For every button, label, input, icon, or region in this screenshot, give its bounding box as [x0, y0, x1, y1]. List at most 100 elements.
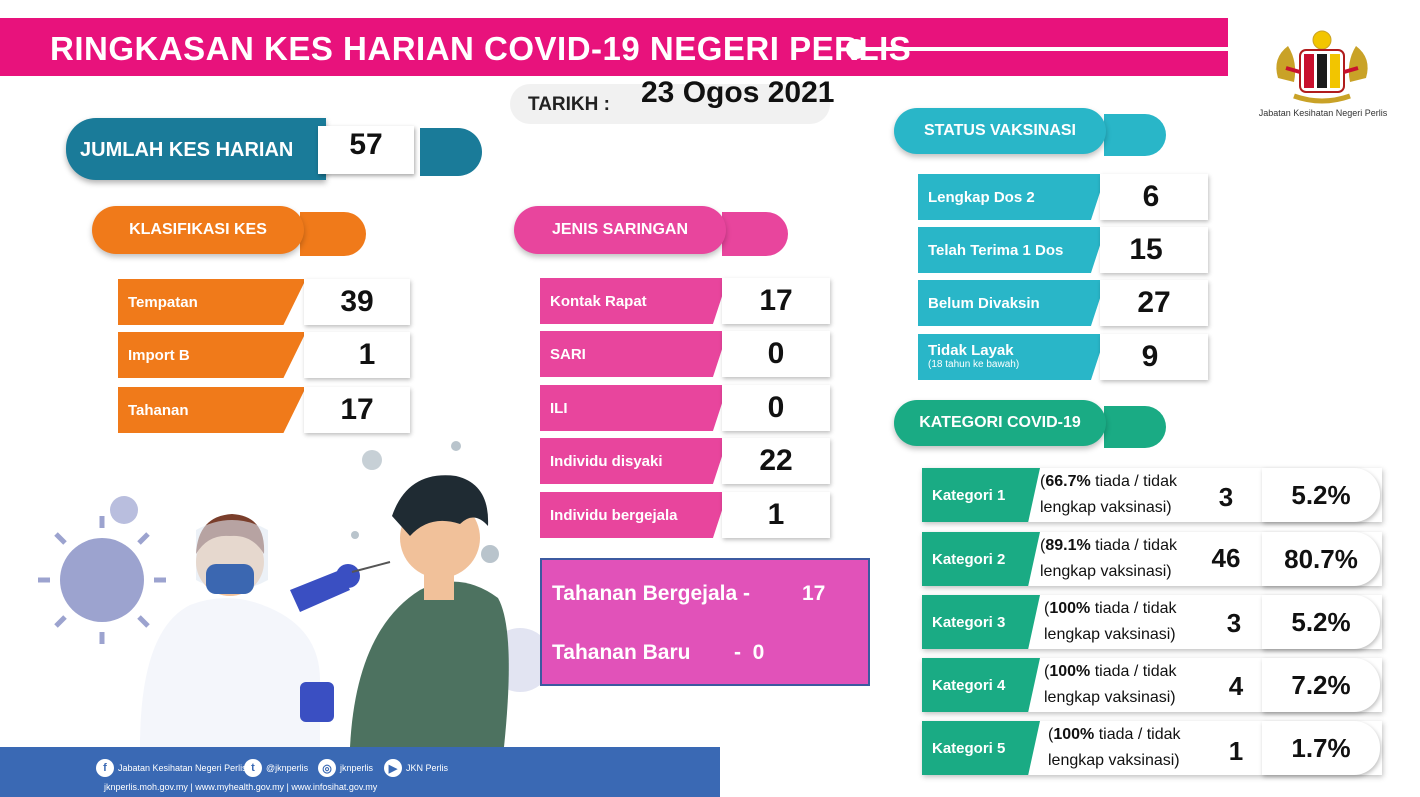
saringan-value-bergejala: 1	[722, 492, 830, 538]
footer-facebook-label: Jabatan Kesihatan Negeri Perlis	[118, 763, 247, 773]
tahanan-bergejala-value: 17	[802, 582, 826, 605]
footer-instagram[interactable]: ◎ jknperlis	[318, 759, 373, 777]
virus-icon	[351, 531, 359, 539]
footer-twitter[interactable]: t @jknperlis	[244, 759, 308, 777]
jumlah-value-box	[318, 126, 414, 174]
kategori-note-b-2: lengkap vaksinasi)	[1040, 563, 1172, 580]
kategori-note-5: (100% tiada / tidak lengkap vaksinasi)	[1048, 726, 1181, 769]
footer-facebook[interactable]: f Jabatan Kesihatan Negeri Perlis	[96, 759, 247, 777]
footer-youtube-label: JKN Perlis	[406, 763, 449, 773]
kategori-note-a-1: tiada / tidak	[1090, 473, 1177, 490]
status-label-1-dos: Telah Terima 1 Dos	[918, 227, 1106, 273]
kategori-tab-end	[1104, 406, 1166, 448]
kategori-label-5: Kategori 5	[922, 721, 1040, 775]
kategori-count-4: 4	[1228, 671, 1244, 701]
kategori-note-pct-4: 100%	[1049, 663, 1091, 680]
kategori-percent-4: 7.2%	[1262, 658, 1380, 712]
virus-icon	[38, 516, 166, 644]
footer-youtube[interactable]: ▶ JKN Perlis	[384, 759, 448, 777]
status-value-lengkap: 6	[1100, 174, 1208, 220]
kategori-note-a-3: tiada / tidak	[1090, 600, 1177, 617]
kategori-note-pct-3: 100%	[1049, 600, 1091, 617]
kategori-label-1: Kategori 1	[922, 468, 1040, 522]
saringan-tab-end	[722, 212, 788, 256]
state-crest-icon	[1276, 30, 1368, 104]
kategori-percent-5: 1.7%	[1262, 721, 1380, 775]
tahanan-baru-value: - 0	[734, 641, 765, 664]
status-label-tidak-layak: Tidak Layak	[928, 342, 1014, 359]
saringan-value-ili: 0	[722, 385, 830, 431]
kategori-note-2: (89.1% tiada / tidak lengkap vaksinasi)	[1040, 537, 1177, 580]
klasifikasi-value-import: 1	[304, 332, 410, 378]
saringan-label-disyaki: Individu disyaki	[540, 438, 728, 484]
klasifikasi-value-tahanan: 17	[304, 387, 410, 433]
page-title: RINGKASAN KES HARIAN COVID-19 NEGERI PER…	[50, 30, 912, 67]
virus-icon	[362, 450, 382, 470]
saringan-value-kontak-rapat: 17	[722, 278, 830, 324]
kategori-note-a-5: tiada / tidak	[1094, 726, 1181, 743]
klasifikasi-value-tempatan: 39	[304, 279, 410, 325]
klasifikasi-label-import: Import B	[118, 332, 306, 378]
jumlah-pill	[66, 118, 326, 180]
kategori-note-b-3: lengkap vaksinasi)	[1044, 626, 1176, 643]
status-vaksinasi-title: STATUS VAKSINASI	[894, 108, 1106, 154]
jumlah-tab-end	[420, 128, 482, 176]
status-label-belum: Belum Divaksin	[918, 280, 1106, 326]
kategori-percent-1: 5.2%	[1262, 468, 1380, 522]
tahanan-bergejala-label: Tahanan Bergejala -	[552, 582, 751, 605]
status-tab-end	[1104, 114, 1166, 156]
kategori-note-b-1: lengkap vaksinasi)	[1040, 499, 1172, 516]
virus-icon	[110, 496, 138, 524]
kategori-count-5: 1	[1228, 736, 1244, 766]
twitter-icon: t	[244, 759, 262, 777]
kategori-label-2: Kategori 2	[922, 532, 1040, 586]
crest-caption: Jabatan Kesihatan Negeri Perlis	[1258, 108, 1388, 118]
footer-bar	[0, 747, 720, 797]
kategori-note-pct-5: 100%	[1053, 726, 1095, 743]
status-value-tidak-layak: 9	[1100, 334, 1208, 380]
header-divider	[858, 47, 1228, 51]
kategori-note-a-4: tiada / tidak	[1090, 663, 1177, 680]
kategori-title: KATEGORI COVID-19	[894, 400, 1106, 446]
swab-test-illustration	[38, 441, 540, 747]
kategori-label-4: Kategori 4	[922, 658, 1040, 712]
kategori-percent-2: 80.7%	[1262, 532, 1380, 586]
status-value-belum: 27	[1100, 280, 1208, 326]
kategori-note-pct-1: 66.7%	[1045, 473, 1091, 490]
status-label-lengkap: Lengkap Dos 2	[918, 174, 1106, 220]
kategori-note-b-5: lengkap vaksinasi)	[1048, 752, 1180, 769]
jumlah-value: 57	[349, 128, 383, 161]
virus-icon	[481, 545, 499, 563]
kategori-note-1: (66.7% tiada / tidak lengkap vaksinasi)	[1040, 473, 1177, 516]
saringan-value-sari: 0	[722, 331, 830, 377]
klasifikasi-title: KLASIFIKASI KES	[92, 206, 304, 254]
facebook-icon: f	[96, 759, 114, 777]
saringan-label-kontak-rapat: Kontak Rapat	[540, 278, 728, 324]
youtube-icon: ▶	[384, 759, 402, 777]
date-label: TARIKH :	[528, 94, 610, 115]
status-label-tidak-layak-block: Tidak Layak (18 tahun ke bawah)	[918, 334, 1106, 380]
footer-instagram-label: jknperlis	[340, 763, 374, 773]
kategori-label-3: Kategori 3	[922, 595, 1040, 649]
footer-twitter-label: @jknperlis	[266, 763, 309, 773]
jumlah-label: JUMLAH KES HARIAN	[80, 139, 294, 161]
date-value: 23 Ogos 2021	[641, 76, 835, 109]
status-sublabel-tidak-layak: (18 tahun ke bawah)	[928, 359, 1020, 370]
kategori-count-3: 3	[1226, 608, 1242, 638]
header-dot	[846, 39, 866, 59]
kategori-percent-3: 5.2%	[1262, 595, 1380, 649]
kategori-note-pct-2: 89.1%	[1045, 537, 1091, 554]
virus-icon	[451, 441, 461, 451]
klasifikasi-label-tempatan: Tempatan	[118, 279, 306, 325]
status-value-1-dos: 15	[1100, 227, 1208, 273]
saringan-label-sari: SARI	[540, 331, 728, 377]
footer-urls: jknperlis.moh.gov.my | www.myhealth.gov.…	[104, 782, 378, 792]
instagram-icon: ◎	[318, 759, 336, 777]
klasifikasi-label-tahanan: Tahanan	[118, 387, 306, 433]
tahanan-baru-label: Tahanan Baru	[552, 641, 691, 664]
saringan-value-disyaki: 22	[722, 438, 830, 484]
saringan-label-ili: ILI	[540, 385, 728, 431]
kategori-count-1: 3	[1218, 482, 1234, 512]
tahanan-summary-box	[540, 558, 870, 686]
saringan-label-bergejala: Individu bergejala	[540, 492, 728, 538]
